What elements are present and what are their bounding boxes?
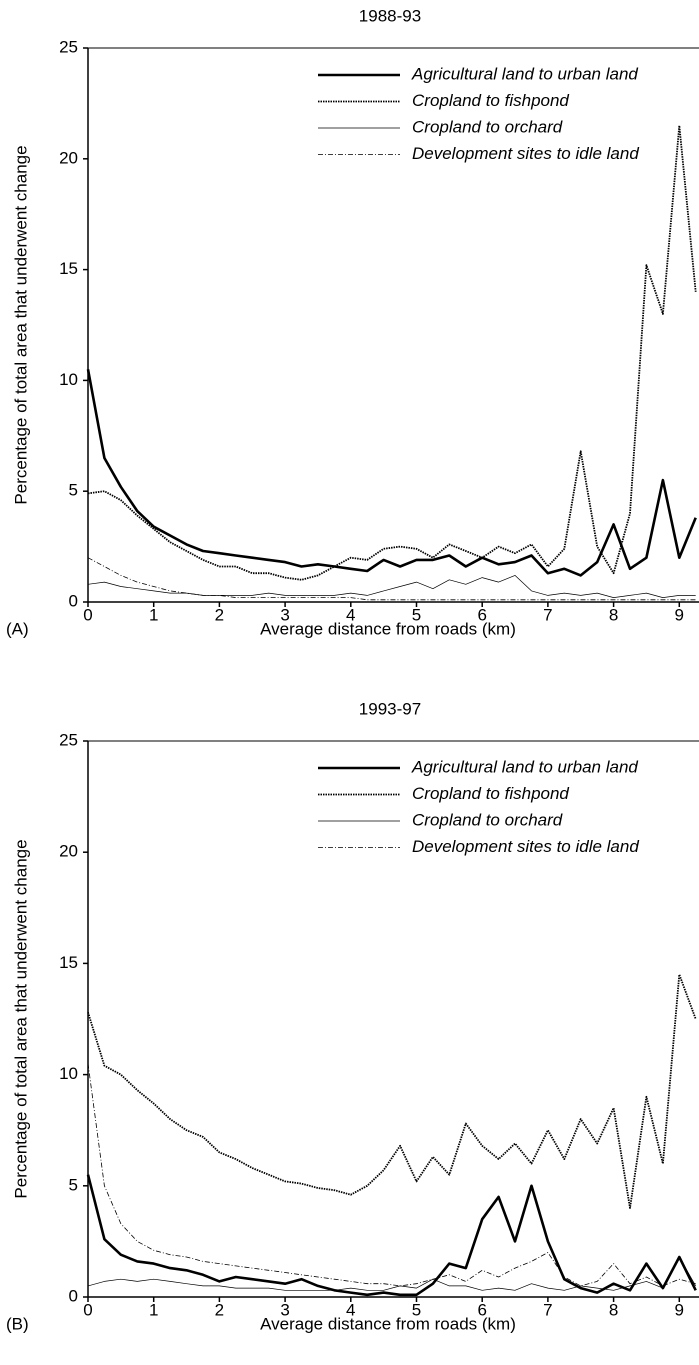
x-tick-label: 5	[412, 605, 421, 624]
x-axis-label: Average distance from roads (km)	[260, 619, 516, 638]
series-line	[87, 557, 696, 601]
series-line	[86, 369, 697, 577]
x-tick-label: 6	[477, 1300, 486, 1319]
y-tick-label: 10	[59, 370, 78, 389]
x-tick-label: 1	[149, 605, 158, 624]
y-tick-label: 25	[59, 37, 78, 56]
x-axis-label: Average distance from roads (km)	[260, 1314, 516, 1333]
x-tick-label: 7	[543, 1300, 552, 1319]
series-line	[87, 973, 697, 1209]
x-tick-label: 2	[215, 605, 224, 624]
panel-label: (B)	[6, 1314, 29, 1333]
x-tick-label: 2	[215, 1300, 224, 1319]
legend-label: Development sites to idle land	[412, 144, 639, 163]
series-line	[87, 1063, 696, 1287]
x-tick-label: 1	[149, 1300, 158, 1319]
x-tick-label: 8	[609, 605, 618, 624]
legend-label: Cropland to fishpond	[412, 784, 569, 803]
series-line	[87, 1256, 697, 1291]
y-tick-label: 20	[59, 842, 78, 861]
y-tick-label: 25	[59, 730, 78, 749]
legend-label: Agricultural land to urban land	[411, 64, 638, 83]
x-tick-label: 0	[83, 1300, 92, 1319]
x-tick-label: 8	[609, 1300, 618, 1319]
series-line	[86, 1174, 697, 1297]
x-tick-label: 4	[346, 1300, 355, 1319]
x-tick-label: 4	[346, 605, 355, 624]
y-tick-label: 15	[59, 259, 78, 278]
y-axis-label: Percentage of total area that underwent …	[11, 145, 30, 504]
y-tick-label: 5	[69, 1175, 78, 1194]
legend-label: Development sites to idle land	[412, 837, 639, 856]
chart-title: 1988-93	[359, 6, 421, 25]
x-tick-label: 3	[280, 1300, 289, 1319]
legend-label: Cropland to orchard	[412, 117, 563, 136]
y-tick-label: 15	[59, 953, 78, 972]
legend-label: Agricultural land to urban land	[411, 757, 638, 776]
y-tick-label: 0	[69, 1286, 78, 1305]
legend-label: Cropland to orchard	[412, 810, 563, 829]
series-line	[87, 575, 696, 598]
panel-label: (A)	[6, 619, 29, 638]
x-tick-label: 6	[477, 605, 486, 624]
x-tick-label: 3	[280, 605, 289, 624]
y-tick-label: 5	[69, 481, 78, 500]
y-tick-label: 20	[59, 148, 78, 167]
x-tick-label: 7	[543, 605, 552, 624]
x-tick-label: 9	[675, 605, 684, 624]
legend-label: Cropland to fishpond	[412, 91, 569, 110]
y-axis-label: Percentage of total area that underwent …	[11, 839, 30, 1198]
series-line	[87, 124, 697, 581]
x-tick-label: 5	[412, 1300, 421, 1319]
y-tick-label: 10	[59, 1064, 78, 1083]
chart-title: 1993-97	[359, 699, 421, 718]
x-tick-label: 0	[83, 605, 92, 624]
y-tick-label: 0	[69, 591, 78, 610]
x-tick-label: 9	[675, 1300, 684, 1319]
